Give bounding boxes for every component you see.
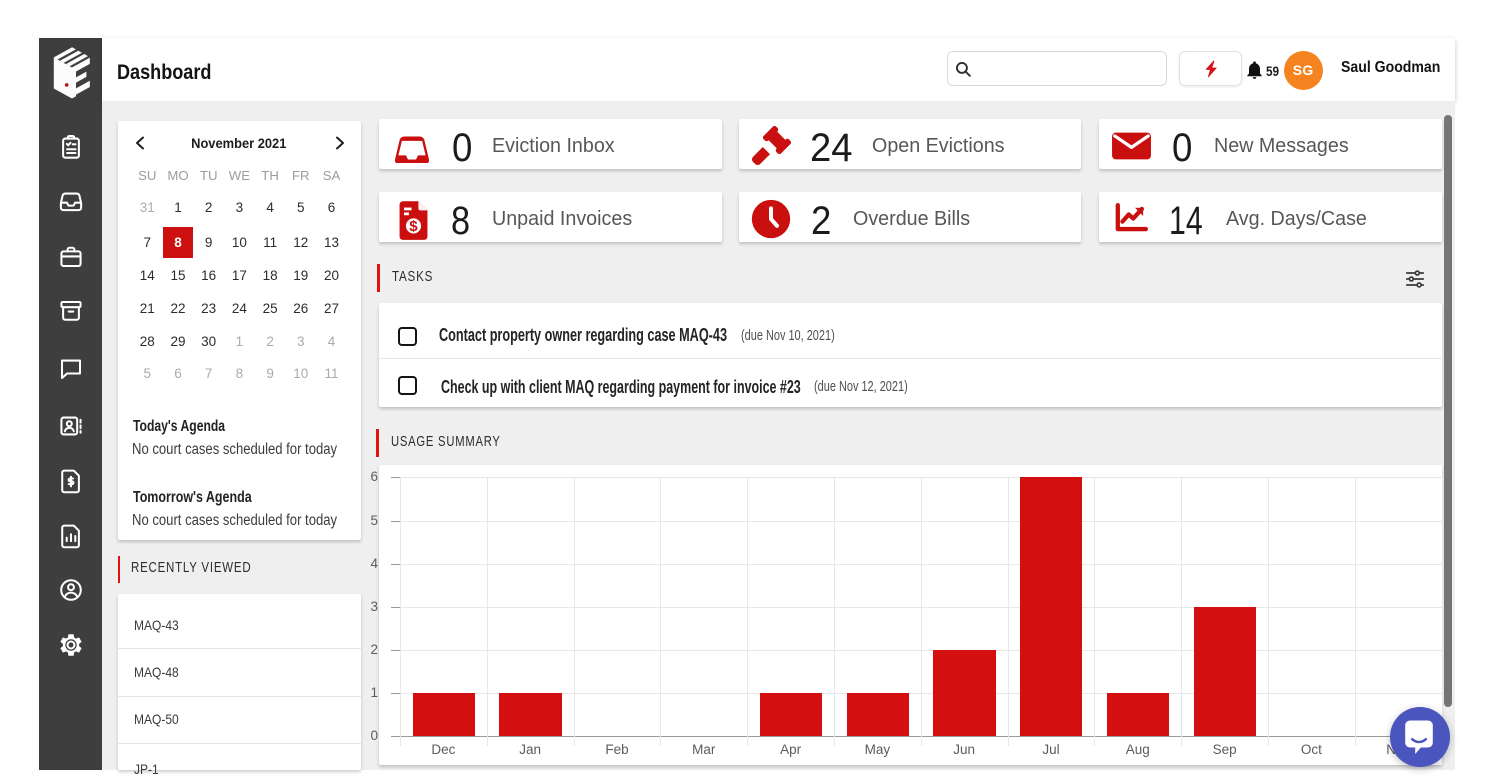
svg-text:$: $	[409, 218, 418, 235]
